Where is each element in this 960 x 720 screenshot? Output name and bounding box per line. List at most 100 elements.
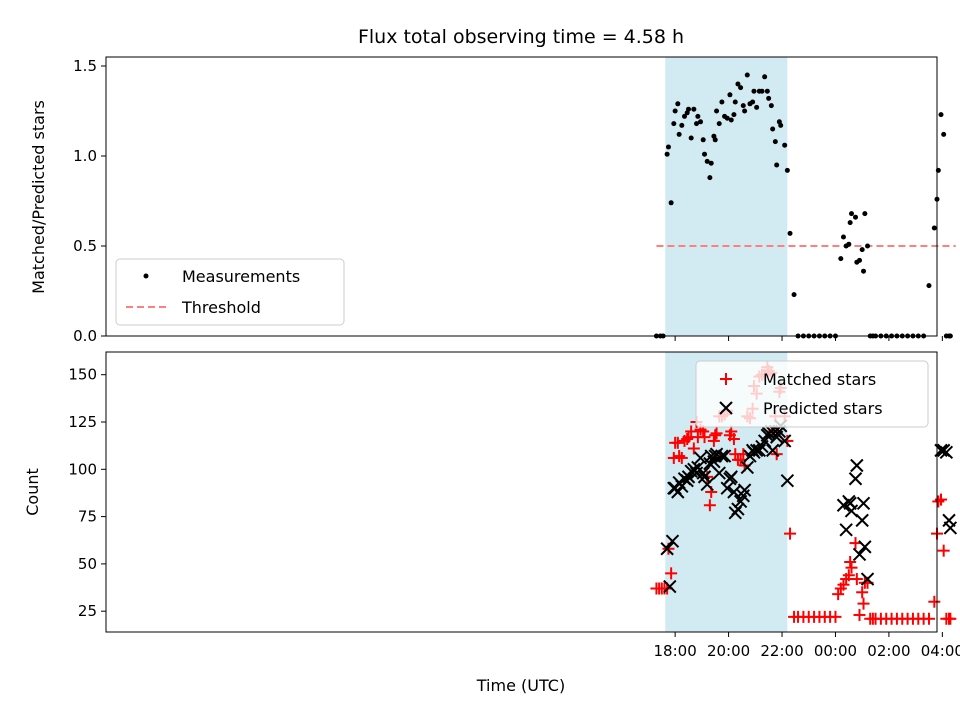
- legend-marker-measurements: [143, 273, 149, 279]
- ratio-marks: [653, 72, 956, 339]
- matched-star-point: [673, 450, 686, 463]
- observing-window-shade: [665, 57, 788, 336]
- matched-star-point: [710, 427, 723, 440]
- predicted-star-point: [724, 470, 738, 484]
- matched-star-point: [675, 451, 688, 464]
- predicted-star-point: [780, 473, 795, 488]
- measurement-point: [728, 117, 734, 123]
- predicted-star-point: [860, 572, 875, 586]
- matched-star-point: [671, 436, 684, 449]
- measurement-point: [704, 158, 710, 164]
- legend-marker-matched: [720, 373, 732, 385]
- predicted-star-point: [696, 466, 710, 480]
- y-tick-label: 100: [68, 460, 97, 478]
- measurement-point: [764, 88, 770, 94]
- measurement-point: [665, 144, 671, 150]
- measurement-point: [731, 112, 737, 118]
- ratio-x-ticks: [674, 336, 943, 341]
- measurement-point: [772, 139, 778, 145]
- measurement-point: [938, 112, 944, 118]
- measurement-point: [732, 99, 738, 105]
- x-tick-label: 02:00: [867, 642, 910, 660]
- measurement-point: [787, 230, 793, 236]
- measurement-point: [931, 225, 937, 231]
- measurement-point: [700, 137, 706, 143]
- measurement-point: [848, 211, 854, 217]
- matched-star-point: [665, 567, 678, 580]
- x-tick-label: 04:00: [921, 642, 960, 660]
- measurement-point: [774, 162, 780, 168]
- predicted-star-point: [680, 473, 694, 488]
- legend-label-measurements: Measurements: [182, 267, 300, 286]
- ratio-panel: 0.0 0.5 1.0 1.5 Matched/Predicted stars Mea…: [29, 56, 956, 345]
- measurement-point: [926, 283, 932, 289]
- matched-star-point: [727, 433, 740, 446]
- y-tick-label: 150: [68, 366, 97, 384]
- matched-star-point: [698, 431, 711, 444]
- predicted-star-point: [697, 470, 712, 484]
- measurement-point: [751, 88, 757, 94]
- matched-star-point: [932, 495, 945, 508]
- measurement-point: [740, 103, 746, 109]
- measurement-point: [668, 200, 674, 206]
- matched-star-point: [832, 588, 845, 601]
- x-tick-label: 22:00: [760, 642, 803, 660]
- measurement-point: [762, 74, 768, 80]
- measurement-point: [714, 108, 720, 114]
- measurement-point: [695, 113, 701, 119]
- legend-box: [115, 258, 345, 326]
- predicted-star-point: [856, 496, 871, 511]
- matched-star-point: [944, 612, 957, 625]
- measurement-point: [735, 81, 741, 87]
- predicted-star-point: [852, 547, 867, 562]
- measurement-point: [754, 104, 760, 110]
- matched-star-point: [850, 573, 863, 586]
- count-legend: Matched stars Predicted stars: [695, 360, 929, 428]
- predicted-star-point: [693, 451, 708, 465]
- predicted-star-point: [717, 449, 732, 463]
- predicted-star-point: [665, 534, 680, 548]
- measurement-point: [750, 99, 756, 105]
- ratio-y-label: Matched/Predicted stars: [29, 100, 48, 294]
- measurement-point: [840, 234, 846, 240]
- matched-star-point: [703, 499, 716, 512]
- measurement-point: [861, 268, 867, 274]
- count-y-label: Count: [23, 468, 42, 516]
- predicted-star-point: [855, 513, 869, 528]
- predicted-star-point: [700, 477, 714, 492]
- matched-star-point: [853, 608, 866, 621]
- legend-label-predicted: Predicted stars: [763, 399, 883, 418]
- matched-star-point: [784, 527, 797, 540]
- x-tick-label: 20:00: [707, 642, 750, 660]
- x-tick-label: 18:00: [654, 642, 697, 660]
- predicted-star-point: [660, 542, 674, 556]
- y-tick-label: 1.5: [73, 57, 97, 75]
- measurement-point: [694, 121, 700, 127]
- y-tick-label: 0.0: [73, 327, 97, 345]
- measurement-point: [853, 214, 859, 220]
- matched-star-point: [849, 537, 862, 550]
- measurement-point: [847, 220, 853, 226]
- measurement-point: [698, 119, 704, 125]
- measurement-point: [716, 121, 722, 127]
- matched-star-point: [928, 595, 941, 608]
- measurement-point: [724, 115, 730, 121]
- count-panel: 25 50 75 100 125 150 18:00 20:00 22:00 00:00 02:0…: [23, 351, 960, 695]
- matched-star-point: [845, 561, 858, 574]
- matched-star-point: [707, 434, 720, 447]
- y-tick-label: 25: [78, 602, 97, 620]
- ratio-y-axis: 0.0 0.5 1.0 1.5: [73, 57, 106, 345]
- predicted-star-point: [844, 504, 859, 518]
- matched-star-point: [856, 586, 869, 599]
- count-y-axis: 25 50 75 100 125 150: [68, 366, 106, 620]
- measurement-point: [672, 108, 678, 114]
- measurement-point: [712, 137, 718, 143]
- measurement-point: [742, 108, 748, 114]
- measurement-point: [744, 72, 750, 78]
- measurement-point: [857, 257, 863, 263]
- predicted-star-point: [850, 458, 864, 473]
- ratio-axes-frame: [105, 56, 938, 337]
- measurement-point: [686, 106, 692, 112]
- measurement-point: [784, 167, 790, 173]
